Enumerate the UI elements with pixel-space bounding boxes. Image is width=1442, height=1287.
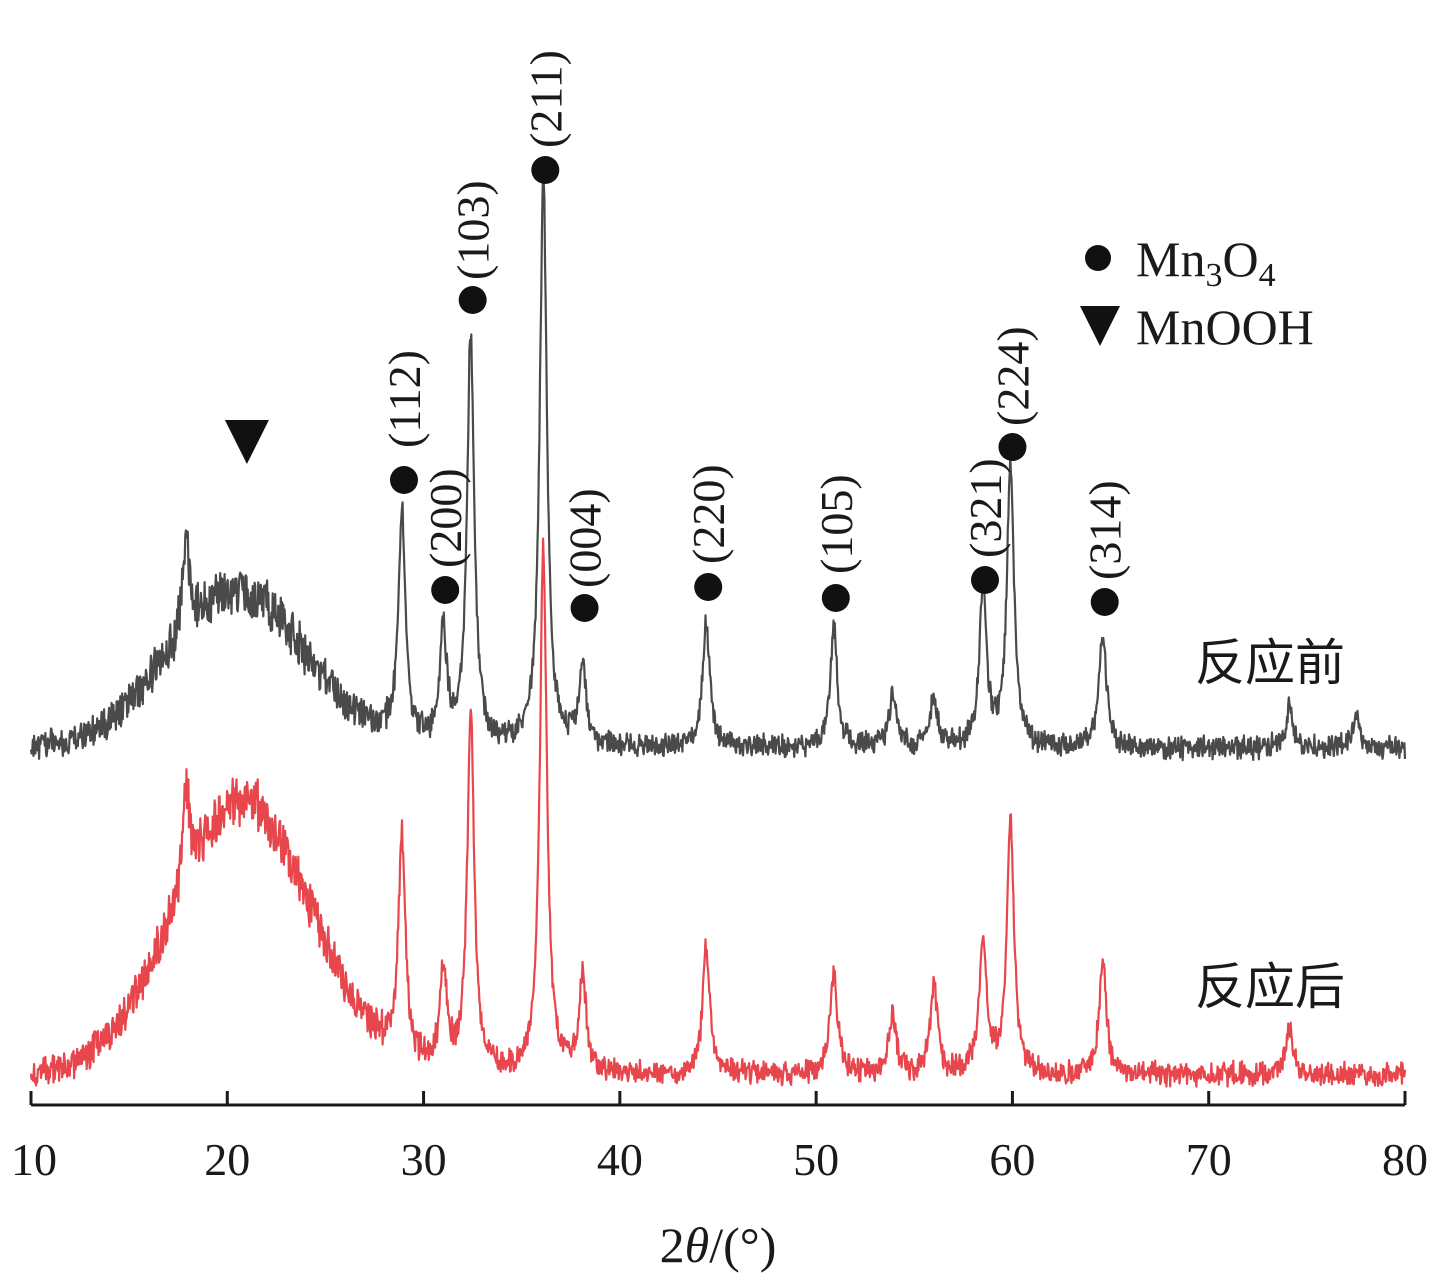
series-line-before: [29, 168, 1407, 762]
peak-label: (105): [811, 474, 862, 574]
peak-label: (314): [1080, 480, 1131, 580]
series-layer: [29, 168, 1407, 1088]
x-tick-label: 60: [989, 1134, 1035, 1185]
peak-label: (224): [987, 326, 1038, 426]
x-tick-label: 70: [1186, 1134, 1232, 1185]
mn3o4-peak-marker: [431, 576, 460, 604]
x-tick-label: 20: [204, 1134, 250, 1185]
peak-annotations: (112) (200) (103) (211) (004) (220) (105) (321)…: [224, 50, 1131, 622]
mn3o4-peak-marker: [458, 286, 487, 314]
x-tick-label: 30: [401, 1134, 447, 1185]
x-tick-label: 50: [793, 1134, 839, 1185]
mn3o4-peak-marker: [998, 433, 1027, 461]
legend-mn3o4-marker: [1085, 245, 1111, 271]
series-label-before: 反应前: [1195, 635, 1345, 691]
peak-label: (211): [520, 50, 571, 148]
mn3o4-peak-marker: [1090, 588, 1119, 616]
legend: Mn3O4 MnOOH: [1080, 231, 1314, 355]
peak-label: (200): [420, 468, 471, 568]
x-tick-label: 40: [597, 1134, 643, 1185]
legend-mnooh-label: MnOOH: [1136, 299, 1314, 355]
peak-label: (321): [960, 458, 1011, 558]
peak-label: (220): [683, 464, 734, 564]
legend-mnooh-marker: [1080, 306, 1120, 346]
x-axis: 10 20 30 40 50 60 70 80: [11, 1091, 1428, 1185]
x-tick-label: 80: [1382, 1134, 1428, 1185]
mn3o4-peak-marker: [570, 594, 599, 622]
mn3o4-peak-marker: [970, 566, 999, 594]
mn3o4-peak-marker: [531, 156, 560, 184]
peak-label: (112): [379, 350, 430, 448]
mn3o4-peak-marker: [694, 573, 723, 601]
peak-label: (103): [448, 180, 499, 280]
series-label-after: 反应后: [1195, 959, 1345, 1015]
peak-label: (004): [560, 488, 611, 588]
x-axis-title: 2θ/(°): [660, 1217, 777, 1273]
mn3o4-peak-marker: [821, 584, 850, 612]
x-tick-label: 10: [11, 1134, 57, 1185]
mn3o4-peak-marker: [389, 466, 418, 494]
series-line-after: [29, 537, 1407, 1088]
mnooh-peak-marker: [224, 420, 269, 464]
legend-mn3o4-label: Mn3O4: [1136, 231, 1276, 294]
